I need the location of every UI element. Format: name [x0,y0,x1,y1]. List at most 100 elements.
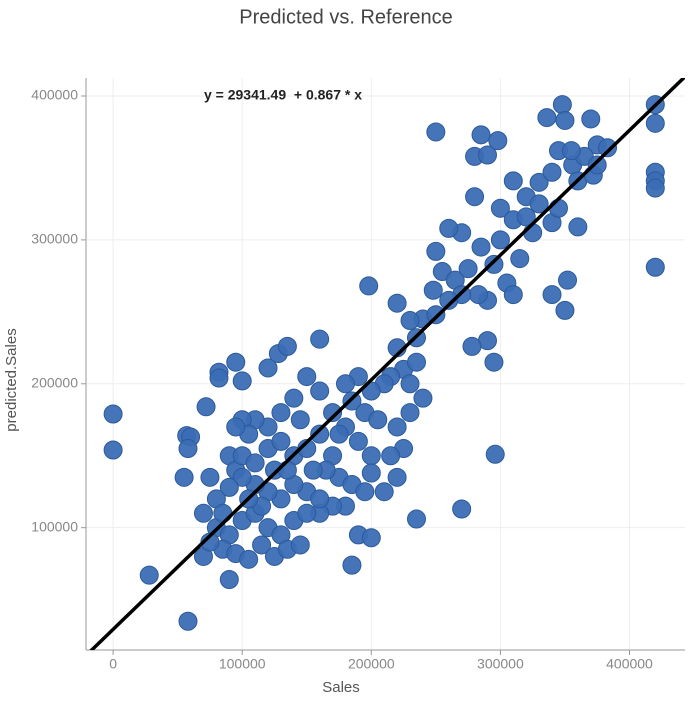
trend-line [89,78,685,650]
point [226,417,246,437]
point [209,368,229,388]
point [485,444,505,464]
point [561,141,581,161]
point [400,403,420,423]
point [200,467,220,487]
point [232,371,252,391]
point [323,403,343,423]
point [361,528,381,548]
point [423,280,443,300]
point [387,467,407,487]
point [581,109,601,129]
y-tick-label: 100000 [31,518,78,534]
chart-title: Predicted vs. Reference [239,6,452,28]
point [439,290,459,310]
point [413,388,433,408]
point [490,198,510,218]
point [465,187,485,207]
point [558,270,578,290]
y-tick-label: 200000 [31,374,78,390]
point [542,285,562,305]
point [552,95,572,115]
point [537,108,557,128]
overlay: y = 29341.49 + 0.867 * x [89,78,685,650]
point [503,285,523,305]
point [374,482,394,502]
point [193,503,213,523]
point [542,162,562,182]
point [219,569,239,589]
point [406,352,426,372]
point [400,310,420,330]
point [468,285,488,305]
y-axis-label: predicted.Sales [3,328,20,431]
point [387,417,407,437]
x-tick-label: 200000 [348,656,395,672]
point [645,113,665,133]
point [284,388,304,408]
point [277,336,297,356]
point [139,565,159,585]
point [400,374,420,394]
point [462,336,482,356]
point [361,463,381,483]
point [484,254,504,274]
point [219,477,239,497]
point [490,230,510,250]
point [477,145,497,165]
point [310,489,330,509]
point [555,300,575,320]
point [387,293,407,313]
point [178,439,198,459]
x-tick-label: 0 [109,656,117,672]
point [555,110,575,130]
point [471,237,491,257]
y-tick-label: 300000 [31,231,78,247]
point [239,549,259,569]
point [245,453,265,473]
point [297,367,317,387]
point [361,446,381,466]
point [335,374,355,394]
y-tick-label: 400000 [31,87,78,103]
point [178,611,198,631]
point [271,431,291,451]
point [226,352,246,372]
point [529,172,549,192]
point [355,482,375,502]
x-tick-label: 300000 [477,656,524,672]
point [103,440,123,460]
point [271,403,291,423]
points [103,95,665,631]
point [329,424,349,444]
point [196,397,216,417]
point [310,424,330,444]
point [310,381,330,401]
point [406,509,426,529]
point [232,467,252,487]
point [488,131,508,151]
x-tick-label: 100000 [219,656,266,672]
point [426,305,446,325]
point [290,410,310,430]
point [645,178,665,198]
point [645,257,665,277]
point [303,460,323,480]
point [368,410,388,430]
point [510,249,530,269]
point [529,194,549,214]
point [426,241,446,261]
x-axis-label: Sales [322,679,360,696]
point [258,358,278,378]
point [439,218,459,238]
point [458,259,478,279]
point [598,138,618,158]
point [523,223,543,243]
point [277,460,297,480]
point [471,125,491,145]
point [426,122,446,142]
annotation: y = 29341.49 + 0.867 * x [204,87,362,103]
point [252,535,272,555]
point [297,503,317,523]
